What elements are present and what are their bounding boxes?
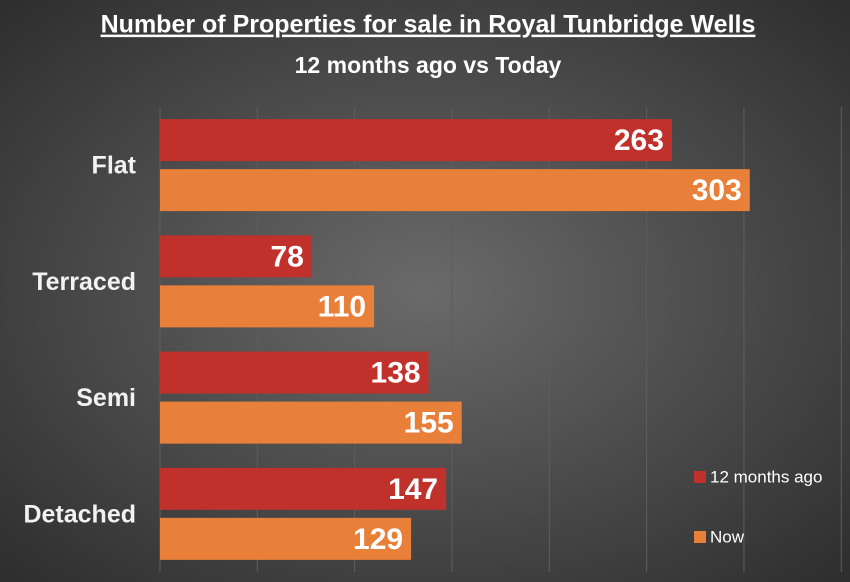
bar	[160, 467, 447, 510]
value-label: 110	[318, 290, 366, 323]
value-label: 78	[270, 240, 303, 273]
value-label: 147	[388, 473, 438, 506]
legend-swatch	[694, 531, 706, 543]
legend-label: Now	[710, 527, 745, 546]
legend-swatch	[694, 471, 706, 483]
y-tick-label: Detached	[23, 500, 136, 528]
chart-subtitle: 12 months ago vs Today	[295, 52, 562, 78]
y-tick-label: Terraced	[32, 268, 136, 296]
y-tick-label: Flat	[92, 152, 137, 180]
bar	[160, 119, 672, 162]
bar	[160, 235, 312, 278]
legend-label: 12 months ago	[710, 467, 822, 486]
bar	[160, 169, 750, 212]
value-label: 303	[692, 174, 742, 207]
bar	[160, 285, 375, 328]
bar	[160, 517, 412, 560]
chart-title: Number of Properties for sale in Royal T…	[101, 11, 756, 39]
bar	[160, 401, 462, 444]
value-label: 155	[404, 407, 454, 440]
value-label: 263	[614, 124, 664, 157]
y-tick-label: Semi	[76, 384, 136, 412]
bar	[160, 351, 429, 394]
value-label: 138	[371, 357, 421, 390]
value-label: 129	[353, 523, 403, 556]
